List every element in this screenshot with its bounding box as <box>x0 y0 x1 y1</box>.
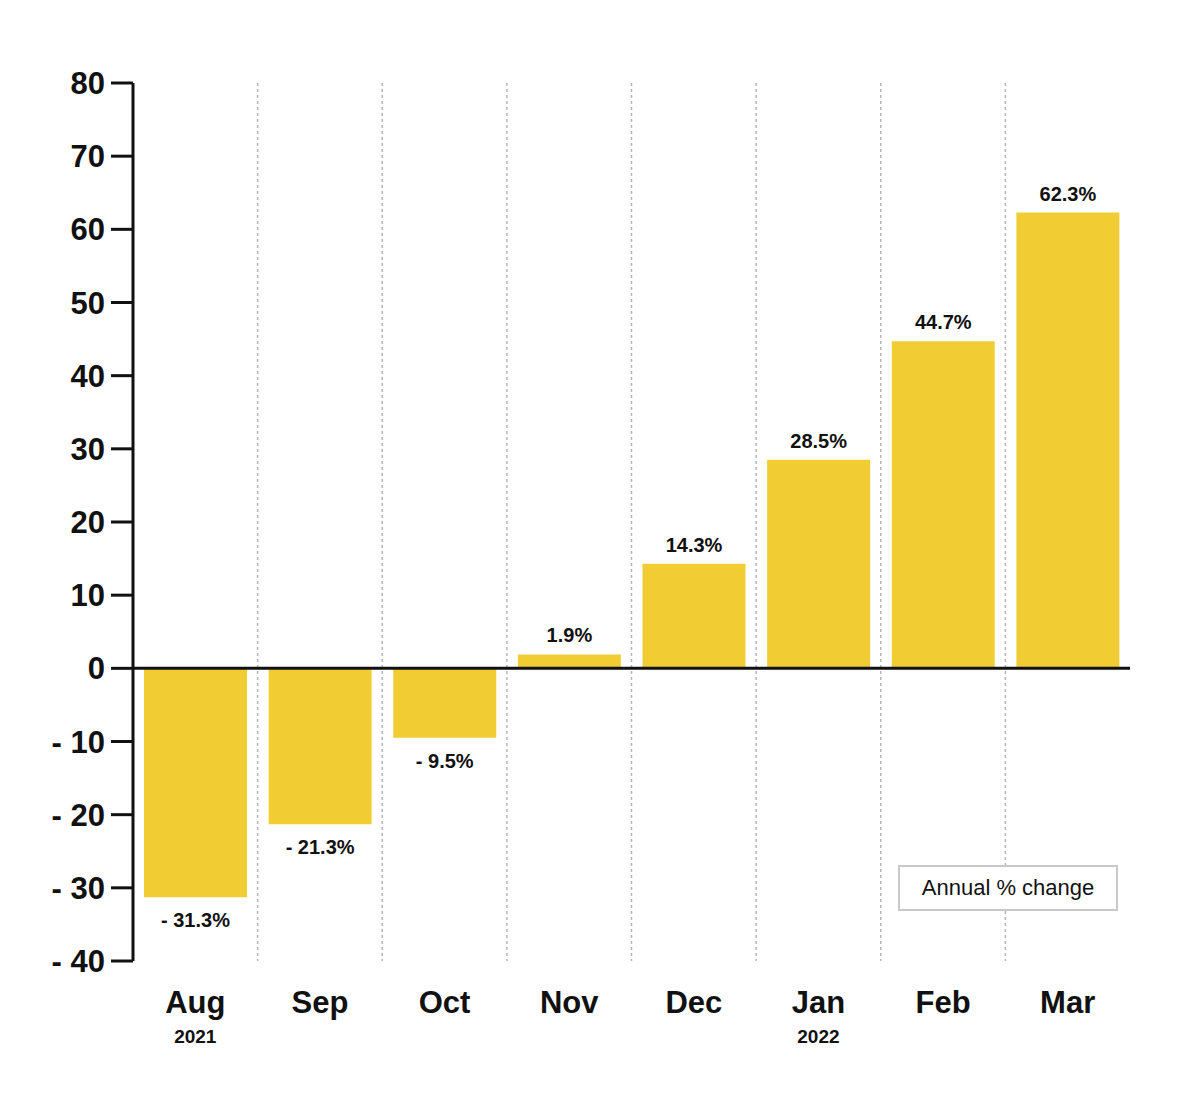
svg-text:Feb: Feb <box>916 985 971 1020</box>
svg-text:30: 30 <box>71 432 105 467</box>
svg-text:2021: 2021 <box>174 1026 217 1047</box>
svg-text:50: 50 <box>71 286 105 321</box>
svg-text:Sep: Sep <box>292 985 349 1020</box>
svg-text:40: 40 <box>71 359 105 394</box>
svg-text:14.3%: 14.3% <box>666 534 723 556</box>
svg-text:1.9%: 1.9% <box>547 624 593 646</box>
svg-text:- 20: - 20 <box>52 798 105 833</box>
svg-text:- 40: - 40 <box>52 944 105 979</box>
svg-text:- 9.5%: - 9.5% <box>416 750 474 772</box>
html-text:Annual % change: Annual % change <box>921 875 1095 900</box>
svg-text:10: 10 <box>71 578 105 613</box>
svg-text:Oct: Oct <box>419 985 471 1020</box>
svg-text:2022: 2022 <box>797 1026 839 1047</box>
svg-text:Aug: Aug <box>165 985 225 1020</box>
svg-text:80: 80 <box>71 66 105 101</box>
svg-text:Dec: Dec <box>665 985 722 1020</box>
svg-text:- 21.3%: - 21.3% <box>286 836 355 858</box>
svg-text:Mar: Mar <box>1040 985 1095 1020</box>
svg-text:Nov: Nov <box>540 985 599 1020</box>
svg-text:28.5%: 28.5% <box>790 430 847 452</box>
svg-text:60: 60 <box>71 212 105 247</box>
svg-text:70: 70 <box>71 139 105 174</box>
svg-text:20: 20 <box>71 505 105 540</box>
svg-text:- 10: - 10 <box>52 725 105 760</box>
svg-text:- 30: - 30 <box>52 871 105 906</box>
svg-text:Jan: Jan <box>792 985 845 1020</box>
svg-text:- 31.3%: - 31.3% <box>161 909 230 931</box>
svg-text:44.7%: 44.7% <box>915 311 972 333</box>
svg-text:62.3%: 62.3% <box>1040 183 1097 205</box>
svg-text:0: 0 <box>88 651 105 686</box>
